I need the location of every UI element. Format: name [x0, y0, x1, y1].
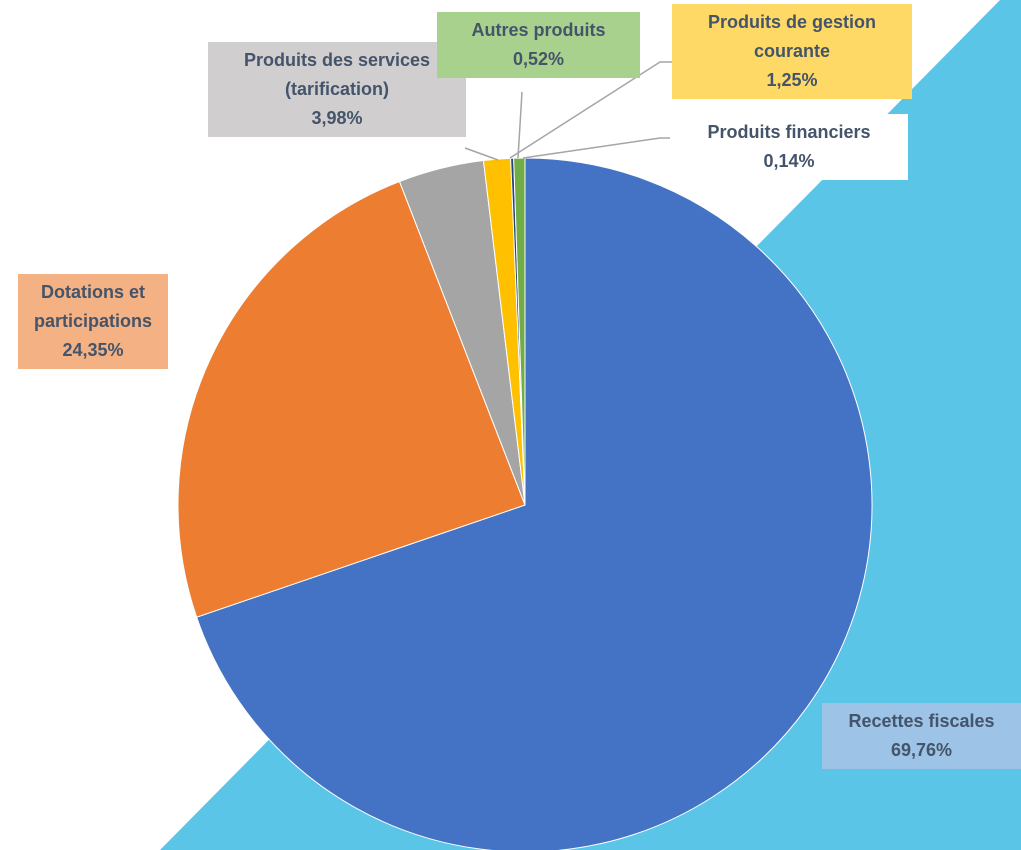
label-value: 24,35%	[62, 340, 124, 360]
leader-line	[522, 137, 670, 159]
pie	[177, 157, 873, 850]
label-value: 0,14%	[763, 151, 815, 171]
data-label: Produits des services (tarification) 3,98…	[208, 42, 466, 137]
label-value: 3,98%	[311, 108, 363, 128]
leader-line	[509, 61, 672, 159]
label-name: Produits de gestion courante	[707, 12, 876, 61]
label-name: Produits financiers	[707, 122, 871, 142]
data-label: Produits financiers 0,14%	[670, 114, 908, 180]
data-label: Autres produits 0,52%	[437, 12, 640, 78]
data-label: Recettes fiscales 69,76%	[822, 703, 1021, 769]
leader-line	[517, 91, 523, 159]
label-value: 1,25%	[766, 70, 818, 90]
label-name: Dotations et participations	[33, 282, 153, 331]
label-name: Produits des services (tarification)	[243, 50, 431, 99]
label-value: 0,52%	[512, 49, 565, 69]
label-name: Recettes fiscales	[848, 711, 995, 731]
pie-slice	[177, 180, 526, 618]
leader-line	[464, 147, 499, 161]
pie-slice	[196, 157, 873, 850]
data-label: Dotations et participations 24,35%	[18, 274, 168, 369]
label-name: Autres produits	[471, 20, 606, 40]
leader-lines	[464, 61, 672, 161]
data-label: Produits de gestion courante 1,25%	[672, 4, 912, 99]
label-value: 69,76%	[890, 740, 953, 760]
